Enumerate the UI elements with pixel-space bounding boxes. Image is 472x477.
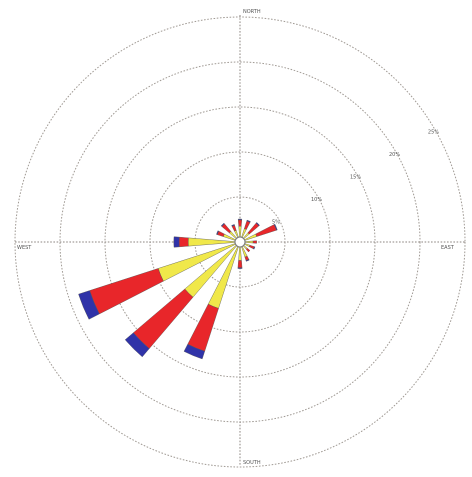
petal-22.5-band-1 xyxy=(244,220,251,230)
petal-90-band-0 xyxy=(244,240,254,244)
petals-layer xyxy=(78,218,278,360)
ring-label-10: 10% xyxy=(311,197,322,203)
petal-180-band-1 xyxy=(237,260,243,268)
petal-225-band-2 xyxy=(124,332,150,358)
petal-0-band-0 xyxy=(238,226,242,238)
petal-180-band-0 xyxy=(238,246,242,261)
petal-270-band-0 xyxy=(188,237,236,247)
ring-label-20: 20% xyxy=(389,152,400,158)
petal-270-band-2 xyxy=(173,236,180,248)
ring-label-25: 25% xyxy=(428,130,439,136)
petal-90-band-1 xyxy=(252,240,257,244)
petal-112.5-band-2 xyxy=(252,246,256,250)
petal-0-band-2 xyxy=(237,218,243,221)
petal-67.5-band-2 xyxy=(273,223,278,231)
petal-157.5-band-2 xyxy=(245,259,250,262)
west-label: WEST xyxy=(17,245,32,251)
petal-247.5-band-1 xyxy=(89,268,164,315)
petal-315-band-2 xyxy=(220,222,225,227)
petal-180-band-2 xyxy=(237,267,243,269)
ring-label-15: 15% xyxy=(350,175,361,181)
petal-45-band-2 xyxy=(255,222,260,227)
petal-45-band-1 xyxy=(247,222,260,235)
petal-337.5-band-2 xyxy=(231,224,235,227)
petal-270-band-1 xyxy=(179,236,189,248)
east-label: EAST xyxy=(441,245,455,251)
petal-22.5-band-2 xyxy=(246,219,251,223)
calm-center xyxy=(234,236,246,248)
petal-225-band-1 xyxy=(133,288,194,349)
ring-25 xyxy=(14,16,466,468)
petal-67.5-band-1 xyxy=(255,224,277,237)
ring-label-5: 5% xyxy=(272,220,280,226)
south-label: SOUTH xyxy=(243,460,261,466)
petal-247.5-band-2 xyxy=(78,290,100,320)
ring-labels: 5% 10% 15% 20% 25% xyxy=(272,130,439,226)
petal-202.5-band-2 xyxy=(183,343,205,360)
petal-292.5-band-2 xyxy=(216,230,219,235)
petal-0-band-1 xyxy=(238,219,242,227)
petal-135-band-1 xyxy=(245,247,251,253)
north-label: NORTH xyxy=(243,9,261,15)
